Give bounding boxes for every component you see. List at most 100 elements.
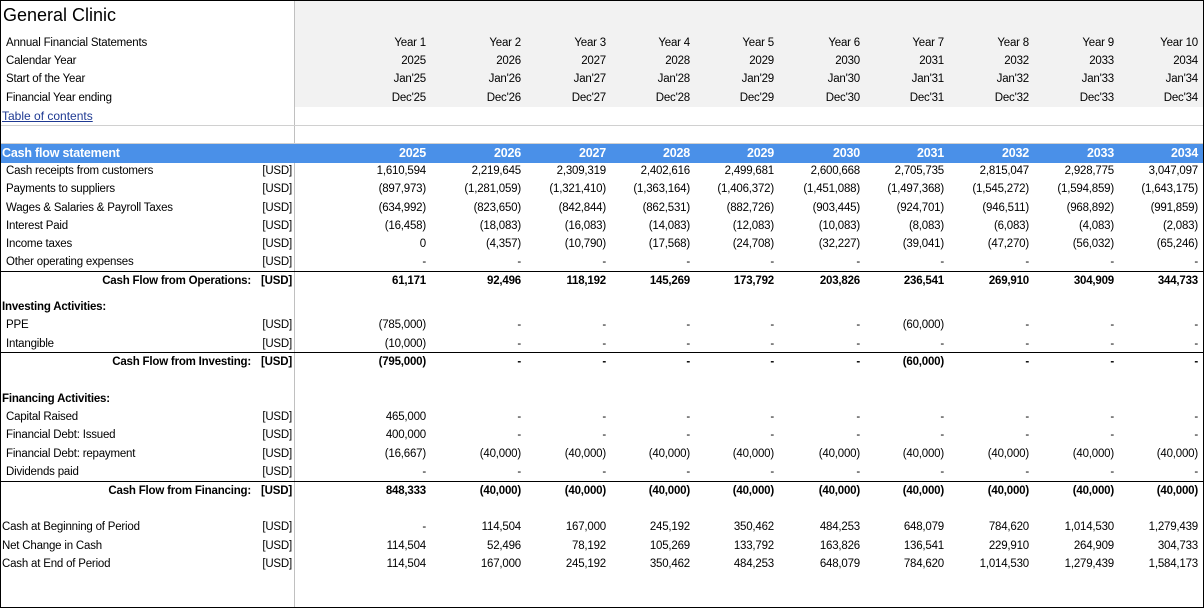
header-cell-5[interactable]: Jan'29 (741, 73, 775, 85)
total-cell-6[interactable]: - (856, 356, 860, 368)
line-item-cell-1[interactable]: - (422, 256, 426, 268)
total-cell-9[interactable]: 304,909 (1073, 275, 1114, 287)
total-cell-7[interactable]: (60,000) (902, 356, 944, 368)
cash-summary-cell-1[interactable]: 114,504 (386, 558, 427, 570)
line-item-cell-6[interactable]: (40,000) (818, 448, 860, 460)
line-item-cell-2[interactable]: 2,219,645 (471, 165, 522, 177)
total-cell-1[interactable]: 61,171 (392, 275, 426, 287)
line-item-cell-2[interactable]: (823,650) (473, 202, 522, 214)
header-cell-10[interactable]: 2034 (1173, 55, 1198, 67)
cash-summary-cell-5[interactable]: 133,792 (733, 540, 774, 552)
total-cell-8[interactable]: 269,910 (988, 275, 1029, 287)
line-item-cell-6[interactable]: - (856, 429, 860, 441)
year-column-header[interactable]: 2025 (398, 146, 426, 160)
cash-summary-cell-5[interactable]: 350,462 (733, 521, 774, 533)
total-cell-8[interactable]: - (1025, 356, 1029, 368)
year-column-header[interactable]: 2031 (916, 146, 944, 160)
line-item-cell-3[interactable]: - (602, 411, 606, 423)
line-item-cell-10[interactable]: - (1194, 319, 1198, 331)
line-item-cell-7[interactable]: - (940, 429, 944, 441)
line-item-cell-6[interactable]: - (856, 319, 860, 331)
line-item-cell-2[interactable]: - (517, 256, 521, 268)
total-cell-3[interactable]: - (602, 356, 606, 368)
line-item-cell-4[interactable]: - (686, 466, 690, 478)
line-item-cell-5[interactable]: - (770, 338, 774, 350)
header-cell-7[interactable]: 2031 (919, 55, 944, 67)
line-item-cell-10[interactable]: - (1194, 411, 1198, 423)
header-cell-6[interactable]: Year 6 (828, 37, 860, 49)
line-item-cell-5[interactable]: - (770, 256, 774, 268)
line-item-cell-9[interactable]: (40,000) (1072, 448, 1114, 460)
line-item-cell-10[interactable]: 3,047,097 (1148, 165, 1199, 177)
total-cell-2[interactable]: - (517, 356, 521, 368)
header-cell-9[interactable]: Dec'33 (1079, 92, 1114, 104)
total-cell-5[interactable]: 173,792 (733, 275, 774, 287)
cash-summary-cell-7[interactable]: 136,541 (903, 540, 944, 552)
year-column-header[interactable]: 2026 (493, 146, 521, 160)
line-item-cell-6[interactable]: - (856, 256, 860, 268)
line-item-cell-6[interactable]: (32,227) (818, 238, 860, 250)
line-item-cell-4[interactable]: (1,363,164) (633, 183, 690, 195)
line-item-cell-8[interactable]: (40,000) (987, 448, 1029, 460)
line-item-cell-7[interactable]: (1,497,368) (887, 183, 944, 195)
table-of-contents-link[interactable]: Table of contents (2, 109, 93, 123)
line-item-cell-8[interactable]: (6,083) (993, 220, 1029, 232)
total-cell-9[interactable]: (40,000) (1072, 485, 1114, 497)
header-cell-1[interactable]: 2025 (401, 55, 426, 67)
line-item-cell-4[interactable]: (862,531) (642, 202, 691, 214)
line-item-cell-3[interactable]: - (602, 256, 606, 268)
line-item-cell-5[interactable]: - (770, 319, 774, 331)
line-item-cell-10[interactable]: (991,859) (1150, 202, 1199, 214)
total-cell-2[interactable]: 92,496 (487, 275, 521, 287)
line-item-cell-2[interactable]: (4,357) (485, 238, 521, 250)
line-item-cell-8[interactable]: 2,815,047 (979, 165, 1030, 177)
header-cell-1[interactable]: Dec'25 (391, 92, 426, 104)
header-cell-4[interactable]: Jan'28 (657, 73, 691, 85)
total-cell-3[interactable]: (40,000) (564, 485, 606, 497)
line-item-cell-2[interactable]: - (517, 338, 521, 350)
line-item-cell-2[interactable]: (1,281,059) (464, 183, 521, 195)
total-cell-4[interactable]: 145,269 (649, 275, 690, 287)
header-cell-8[interactable]: Year 8 (997, 37, 1029, 49)
line-item-cell-7[interactable]: (924,701) (896, 202, 945, 214)
line-item-cell-7[interactable]: (40,000) (902, 448, 944, 460)
cash-summary-cell-2[interactable]: 52,496 (487, 540, 521, 552)
line-item-cell-9[interactable]: - (1110, 411, 1114, 423)
header-cell-9[interactable]: Year 9 (1082, 37, 1114, 49)
line-item-cell-9[interactable]: - (1110, 429, 1114, 441)
line-item-cell-5[interactable]: - (770, 429, 774, 441)
total-cell-4[interactable]: (40,000) (648, 485, 690, 497)
line-item-cell-1[interactable]: - (422, 466, 426, 478)
total-cell-6[interactable]: (40,000) (818, 485, 860, 497)
line-item-cell-10[interactable]: - (1194, 338, 1198, 350)
line-item-cell-10[interactable]: (65,246) (1156, 238, 1198, 250)
line-item-cell-3[interactable]: (10,790) (564, 238, 606, 250)
cash-summary-cell-4[interactable]: 105,269 (649, 540, 690, 552)
line-item-cell-6[interactable]: (903,445) (812, 202, 861, 214)
year-column-header[interactable]: 2033 (1086, 146, 1114, 160)
cash-summary-cell-10[interactable]: 1,584,173 (1148, 558, 1199, 570)
line-item-cell-3[interactable]: 2,309,319 (556, 165, 607, 177)
header-cell-8[interactable]: 2032 (1004, 55, 1029, 67)
total-cell-10[interactable]: - (1194, 356, 1198, 368)
total-cell-9[interactable]: - (1110, 356, 1114, 368)
header-cell-2[interactable]: Dec'26 (486, 92, 521, 104)
header-cell-4[interactable]: 2028 (665, 55, 690, 67)
cash-summary-cell-6[interactable]: 163,826 (819, 540, 860, 552)
line-item-cell-10[interactable]: (40,000) (1156, 448, 1198, 460)
line-item-cell-2[interactable]: - (517, 466, 521, 478)
total-cell-3[interactable]: 118,192 (566, 275, 606, 287)
total-cell-1[interactable]: 848,333 (385, 485, 426, 497)
line-item-cell-6[interactable]: - (856, 338, 860, 350)
line-item-cell-5[interactable]: 2,499,681 (724, 165, 775, 177)
line-item-cell-9[interactable]: - (1110, 319, 1114, 331)
line-item-cell-4[interactable]: 2,402,616 (640, 165, 691, 177)
line-item-cell-7[interactable]: - (940, 256, 944, 268)
line-item-cell-4[interactable]: (40,000) (648, 448, 690, 460)
line-item-cell-1[interactable]: 465,000 (385, 411, 426, 423)
line-item-cell-3[interactable]: (40,000) (564, 448, 606, 460)
header-cell-6[interactable]: 2030 (835, 55, 860, 67)
total-cell-4[interactable]: - (686, 356, 690, 368)
line-item-cell-5[interactable]: - (770, 411, 774, 423)
line-item-cell-9[interactable]: (968,892) (1066, 202, 1115, 214)
